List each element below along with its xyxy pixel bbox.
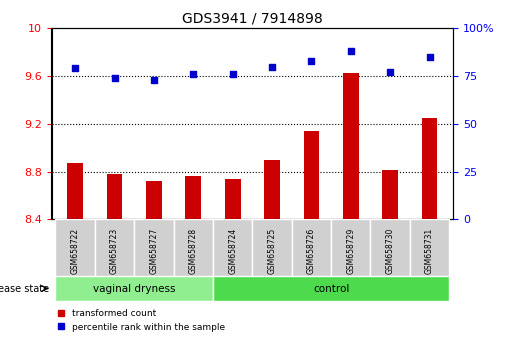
FancyBboxPatch shape [213,219,252,276]
Point [150,77,158,83]
Text: GSM658729: GSM658729 [346,228,355,274]
Bar [264,160,280,219]
Text: GSM658722: GSM658722 [71,228,80,274]
Text: control: control [313,284,349,293]
FancyBboxPatch shape [410,219,449,276]
Text: GSM658730: GSM658730 [386,228,394,274]
Bar [107,174,123,219]
Text: GSM658726: GSM658726 [307,228,316,274]
Point [110,75,118,81]
Bar [343,73,358,219]
FancyBboxPatch shape [134,219,174,276]
Point [386,69,394,75]
Text: GSM658731: GSM658731 [425,228,434,274]
FancyBboxPatch shape [252,219,291,276]
Text: GSM658725: GSM658725 [267,228,277,274]
Point [268,64,276,69]
Text: GSM658724: GSM658724 [228,228,237,274]
Text: GSM658728: GSM658728 [189,228,198,274]
Legend: transformed count, percentile rank within the sample: transformed count, percentile rank withi… [56,309,226,332]
Text: vaginal dryness: vaginal dryness [93,284,176,293]
Bar [422,118,437,219]
FancyBboxPatch shape [56,276,213,301]
Point [307,58,316,64]
FancyBboxPatch shape [174,219,213,276]
FancyBboxPatch shape [370,219,410,276]
FancyBboxPatch shape [331,219,370,276]
Bar [303,131,319,219]
Point [71,65,79,71]
Bar [225,179,241,219]
Text: GSM658723: GSM658723 [110,228,119,274]
Bar [185,176,201,219]
Bar [67,163,83,219]
Point [347,48,355,54]
Text: GSM658727: GSM658727 [149,228,159,274]
Point [189,72,197,77]
Text: disease state: disease state [0,284,49,293]
Bar [146,181,162,219]
FancyBboxPatch shape [291,219,331,276]
Title: GDS3941 / 7914898: GDS3941 / 7914898 [182,12,323,26]
FancyBboxPatch shape [95,219,134,276]
Point [425,54,434,60]
FancyBboxPatch shape [213,276,449,301]
FancyBboxPatch shape [56,219,95,276]
Point [229,72,237,77]
Bar [382,171,398,219]
